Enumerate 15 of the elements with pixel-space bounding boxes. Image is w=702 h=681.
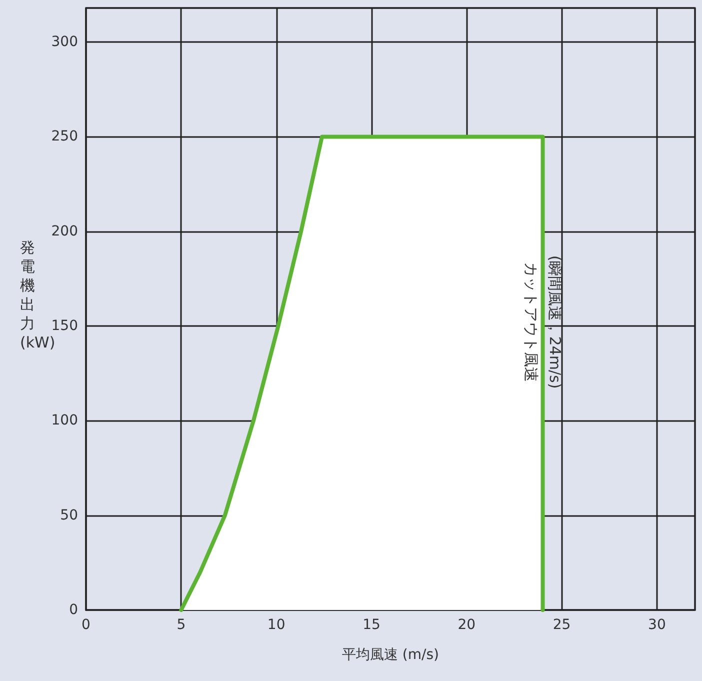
x-tick-label: 10 <box>267 617 286 633</box>
y-tick-label: 0 <box>69 602 78 618</box>
y-tick-label: 250 <box>51 128 78 145</box>
x-tick-label: 30 <box>648 617 666 633</box>
x-tick-label: 25 <box>552 617 571 633</box>
x-tick-label: 15 <box>362 617 380 633</box>
y-tick-label: 200 <box>51 223 78 240</box>
y-tick-label: 50 <box>60 507 78 524</box>
x-tick-label: 20 <box>458 617 476 633</box>
x-axis-title: 平均風速 (m/s) <box>342 647 440 663</box>
x-tick-label: 5 <box>176 617 186 633</box>
y-tick-label: 100 <box>51 412 78 429</box>
x-tick-label: 0 <box>82 617 90 633</box>
annotation: カットアウト風速 (瞬間風速，24m/s) <box>522 255 564 389</box>
y-tick-label: 300 <box>51 34 78 50</box>
